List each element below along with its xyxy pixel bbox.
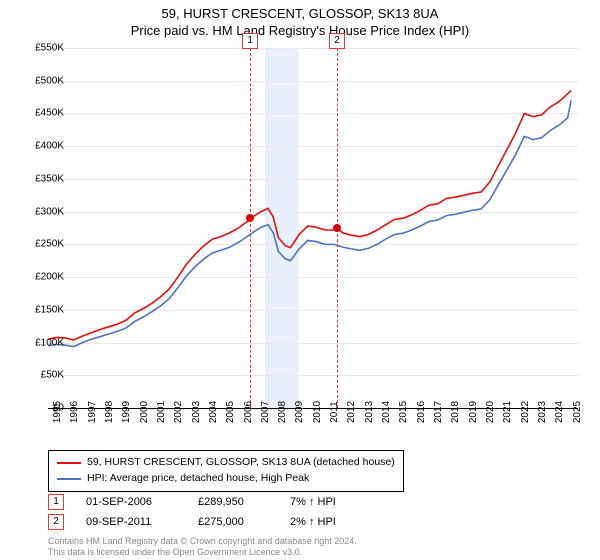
- x-tick-label: 2017: [433, 401, 444, 423]
- up-arrow-icon: ↑: [309, 516, 315, 528]
- series-hpi: [48, 100, 571, 346]
- x-tick-label: 2018: [450, 401, 461, 423]
- legend-label-property: 59, HURST CRESCENT, GLOSSOP, SK13 8UA (d…: [87, 455, 395, 471]
- sale-price-1: £289,950: [198, 496, 268, 508]
- marker-dot: [333, 224, 341, 232]
- x-tick-label: 1995: [52, 401, 63, 423]
- y-tick-label: £450K: [35, 108, 64, 119]
- x-tick-label: 2022: [520, 401, 531, 423]
- plot-area: 12: [48, 48, 578, 408]
- sale-price-2: £275,000: [198, 516, 268, 528]
- title-area: 59, HURST CRESCENT, GLOSSOP, SK13 8UA Pr…: [0, 0, 600, 40]
- marker-box: 2: [329, 33, 345, 49]
- sale-marker-2: 2: [48, 514, 64, 530]
- x-tick-label: 1998: [104, 401, 115, 423]
- x-tick-label: 2001: [156, 401, 167, 423]
- x-tick-label: 2003: [191, 401, 202, 423]
- sale-marker-1: 1: [48, 494, 64, 510]
- series-property: [48, 91, 571, 340]
- sales-row-2: 2 09-SEP-2011 £275,000 2% ↑ HPI: [48, 514, 336, 530]
- x-tick-label: 2013: [364, 401, 375, 423]
- title-line-2: Price paid vs. HM Land Registry's House …: [0, 23, 600, 40]
- x-tick-label: 2023: [537, 401, 548, 423]
- x-tick-label: 2014: [381, 401, 392, 423]
- x-tick-label: 2024: [554, 401, 565, 423]
- x-tick-label: 1997: [87, 401, 98, 423]
- up-arrow-icon: ↑: [309, 496, 315, 508]
- legend-row-hpi: HPI: Average price, detached house, High…: [57, 471, 395, 487]
- y-tick-label: £150K: [35, 304, 64, 315]
- marker-dot: [246, 214, 254, 222]
- x-tick-label: 2008: [277, 401, 288, 423]
- sale-delta-1: 7% ↑ HPI: [290, 496, 336, 508]
- line-series-svg: [48, 48, 578, 408]
- x-tick-label: 2020: [485, 401, 496, 423]
- legend-label-hpi: HPI: Average price, detached house, High…: [87, 471, 309, 487]
- marker-box: 1: [242, 33, 258, 49]
- y-tick-label: £100K: [35, 337, 64, 348]
- legend-row-property: 59, HURST CRESCENT, GLOSSOP, SK13 8UA (d…: [57, 455, 395, 471]
- x-tick-label: 2010: [312, 401, 323, 423]
- x-tick-label: 1999: [121, 401, 132, 423]
- y-tick-label: £350K: [35, 173, 64, 184]
- title-line-1: 59, HURST CRESCENT, GLOSSOP, SK13 8UA: [0, 6, 600, 23]
- y-tick-label: £300K: [35, 206, 64, 217]
- x-tick-label: 2011: [329, 401, 340, 423]
- y-tick-label: £500K: [35, 75, 64, 86]
- y-tick-label: £200K: [35, 272, 64, 283]
- sale-date-2: 09-SEP-2011: [86, 516, 176, 528]
- x-tick-label: 2002: [173, 401, 184, 423]
- x-tick-label: 2006: [243, 401, 254, 423]
- footer-line-2: This data is licensed under the Open Gov…: [48, 547, 357, 558]
- sale-delta-2: 2% ↑ HPI: [290, 516, 336, 528]
- x-tick-label: 2009: [294, 401, 305, 423]
- legend: 59, HURST CRESCENT, GLOSSOP, SK13 8UA (d…: [48, 450, 404, 492]
- x-tick-label: 2005: [225, 401, 236, 423]
- sale-date-1: 01-SEP-2006: [86, 496, 176, 508]
- y-tick-label: £250K: [35, 239, 64, 250]
- sales-row-1: 1 01-SEP-2006 £289,950 7% ↑ HPI: [48, 494, 336, 510]
- marker-vline: [250, 48, 251, 408]
- x-tick-label: 1996: [69, 401, 80, 423]
- y-tick-label: £400K: [35, 141, 64, 152]
- x-tick-label: 2019: [468, 401, 479, 423]
- chart-container: 59, HURST CRESCENT, GLOSSOP, SK13 8UA Pr…: [0, 0, 600, 560]
- sales-table: 1 01-SEP-2006 £289,950 7% ↑ HPI 2 09-SEP…: [48, 494, 336, 534]
- x-tick-label: 2007: [260, 401, 271, 423]
- x-tick-label: 2004: [208, 401, 219, 423]
- footer-line-1: Contains HM Land Registry data © Crown c…: [48, 536, 357, 547]
- x-tick-label: 2012: [346, 401, 357, 423]
- y-tick-label: £550K: [35, 43, 64, 54]
- legend-swatch-property: [57, 462, 81, 464]
- x-tick-label: 2025: [572, 401, 583, 423]
- x-tick-label: 2000: [139, 401, 150, 423]
- x-tick-label: 2021: [502, 401, 513, 423]
- y-tick-label: £50K: [41, 370, 64, 381]
- legend-swatch-hpi: [57, 478, 81, 480]
- footer: Contains HM Land Registry data © Crown c…: [48, 536, 357, 558]
- x-tick-label: 2016: [416, 401, 427, 423]
- x-tick-label: 2015: [398, 401, 409, 423]
